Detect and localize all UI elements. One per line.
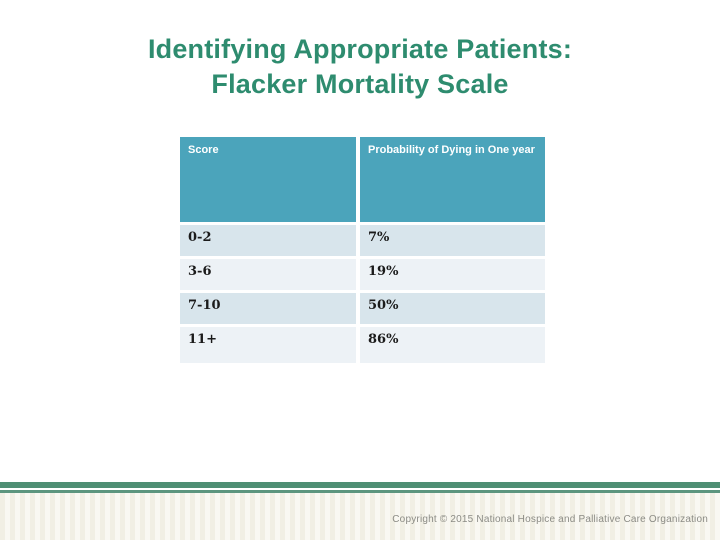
copyright-text: Copyright © 2015 National Hospice and Pa… bbox=[392, 514, 708, 525]
table-cell-probability: 86% bbox=[360, 327, 545, 363]
footer-striped-background bbox=[0, 493, 720, 540]
table-header-probability: Probability of Dying in One year bbox=[360, 137, 545, 222]
footer-accent-line bbox=[0, 490, 720, 493]
table-cell-score: 3-6 bbox=[180, 259, 356, 290]
footer-accent-band bbox=[0, 482, 720, 488]
table-header-score: Score bbox=[180, 137, 356, 222]
page-title-line2: Flacker Mortality Scale bbox=[211, 69, 509, 99]
table-cell-score: 0-2 bbox=[180, 225, 356, 256]
table-cell-score: 7-10 bbox=[180, 293, 356, 324]
table-cell-probability: 7% bbox=[360, 225, 545, 256]
table-cell-probability: 50% bbox=[360, 293, 545, 324]
page-title: Identifying Appropriate Patients: Flacke… bbox=[0, 32, 720, 102]
mortality-table: Score Probability of Dying in One year 0… bbox=[180, 137, 545, 363]
table-cell-score: 11+ bbox=[180, 327, 356, 363]
table-cell-probability: 19% bbox=[360, 259, 545, 290]
page-title-line1: Identifying Appropriate Patients: bbox=[147, 34, 573, 64]
